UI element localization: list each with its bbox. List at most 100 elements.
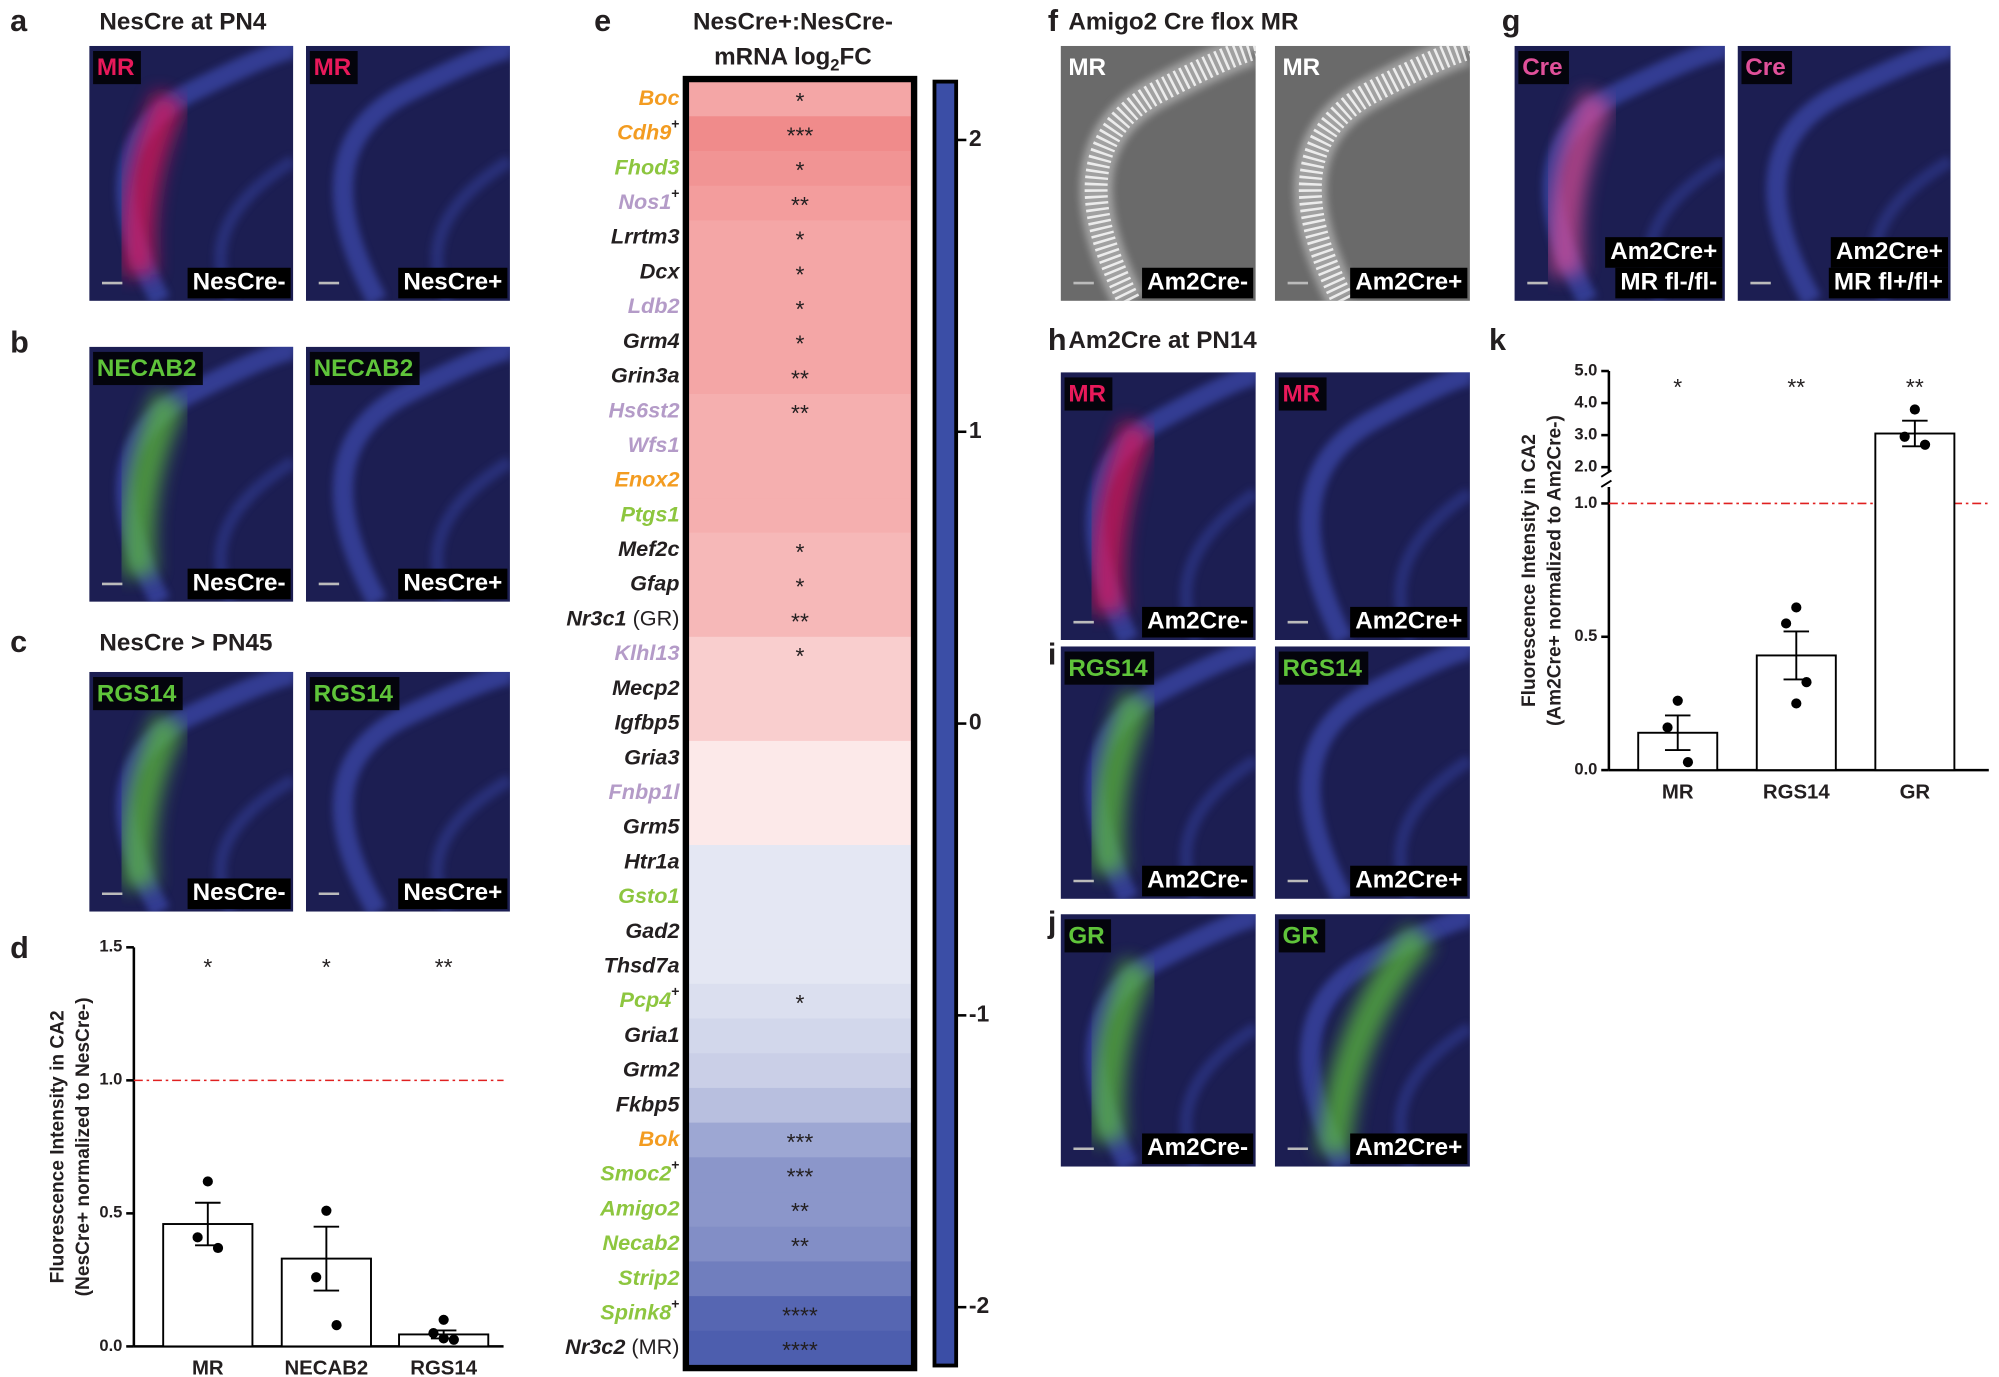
heatmap-cell	[688, 1018, 912, 1054]
gene-marker: +	[671, 115, 679, 131]
heatmap-cell	[688, 567, 912, 603]
micrograph-content	[1060, 914, 1256, 1167]
x-tick-label: RGS14	[1763, 781, 1830, 803]
gene-label: Bok	[639, 1126, 681, 1151]
gene-label: Grm2	[623, 1056, 680, 1081]
title-part: FC	[840, 44, 872, 71]
gene-marker: +	[671, 185, 679, 201]
genotype-label: NesCre+	[403, 268, 502, 295]
heatmap-cell	[688, 1226, 912, 1263]
genotype-label-bg	[1142, 1133, 1254, 1165]
stain-signal	[1090, 690, 1154, 876]
gene-name: Ptgs1	[621, 501, 680, 526]
panel-letter: g	[1502, 4, 1521, 38]
stain-signal	[121, 712, 186, 890]
gene-label: Pcp4+	[620, 983, 680, 1012]
axis-break	[1600, 469, 1612, 488]
panel-letter: h	[1048, 323, 1067, 357]
gene-name: Ldb2	[628, 293, 680, 318]
panel-letter: c	[10, 625, 27, 659]
stain-label: GR	[1283, 923, 1319, 950]
genotype-label-bg	[1350, 606, 1468, 638]
stain-label: RGS14	[1068, 655, 1148, 682]
gene-name: Nos1	[618, 189, 671, 214]
heatmap-cell	[688, 845, 912, 881]
gene-name: Bok	[639, 1126, 681, 1151]
gene-label: Grm5	[623, 813, 681, 838]
dapi-layer	[1300, 646, 1470, 899]
stain-label-bg	[1064, 919, 1112, 953]
micrograph: MR Am2Cre-	[1060, 45, 1256, 301]
gene-name: Nr3c1	[566, 605, 626, 630]
bar	[1874, 432, 1956, 772]
gene-name: Gria3	[624, 744, 679, 769]
heatmap-cell	[688, 671, 912, 707]
title-part: mRNA log	[714, 44, 830, 71]
data-point	[212, 1242, 224, 1254]
micrograph-content	[89, 671, 294, 912]
gene-label: Ldb2	[628, 293, 680, 318]
y-tick-label: 4.0	[1574, 392, 1597, 411]
gene-name: Spink8	[600, 1299, 672, 1324]
chart-title: mRNA log2FC	[714, 44, 872, 75]
stain-label: MR	[1283, 54, 1321, 81]
gene-label: Necab2	[602, 1230, 679, 1255]
data-point	[1682, 757, 1694, 768]
genotype-label-bg	[1350, 1133, 1468, 1165]
gene-name: Thsd7a	[604, 952, 680, 977]
micrograph-content	[1274, 45, 1470, 301]
stain-label-bg	[1064, 377, 1113, 411]
micrograph-content	[89, 346, 294, 602]
genotype-label-bg	[398, 267, 508, 299]
x-tick-label: RGS14	[410, 1358, 477, 1377]
micrograph: RGS14 Am2Cre+	[1274, 646, 1470, 899]
gene-suffix: (MR)	[625, 1334, 679, 1359]
panel-letter: a	[10, 4, 28, 38]
gene-name: Amigo2	[599, 1195, 679, 1220]
heatmap-cell	[688, 255, 912, 291]
genotype-label-bg	[1605, 237, 1723, 268]
stain-label-bg	[1064, 651, 1155, 685]
gene-label: Fnbp1l	[609, 779, 681, 804]
heatmap-cell	[688, 706, 912, 742]
panel-letter: k	[1489, 323, 1507, 357]
x-tick-label: NECAB2	[284, 1358, 368, 1377]
gene-name: Grm2	[623, 1056, 680, 1081]
stain-label: RGS14	[1283, 655, 1363, 682]
genotype-label-bg	[187, 878, 291, 910]
heatmap-cell	[688, 602, 912, 638]
gene-label: Gfap	[630, 570, 679, 595]
micrograph: MR Am2Cre+	[1274, 372, 1470, 641]
y-axis-label: Fluorescence Intensity in CA2	[48, 1010, 69, 1283]
gene-name: Necab2	[602, 1230, 679, 1255]
genotype-label: Am2Cre-	[1147, 1134, 1248, 1161]
y-tick-label: 0.0	[1574, 759, 1597, 778]
stain-signal	[1090, 419, 1155, 615]
gene-label: Nr3c1 (GR)	[566, 605, 679, 630]
stain-label: Cre	[1522, 54, 1562, 81]
micrograph: RGS14 NesCre-	[89, 671, 294, 912]
gene-name: Grm4	[623, 328, 680, 353]
stain-signal	[121, 390, 186, 579]
stain-label-bg	[309, 51, 358, 85]
micrograph-content	[1274, 646, 1470, 899]
heatmap-cell	[688, 220, 912, 256]
gene-label: Boc	[639, 85, 680, 110]
y-tick-label: 1.0	[1574, 493, 1597, 512]
micrograph: Cre Am2Cre+ MR fl-/fl-	[1514, 45, 1725, 301]
genotype-label: Am2Cre+	[1355, 1134, 1462, 1161]
stain-label-bg	[1518, 51, 1569, 85]
micrograph-content	[89, 45, 294, 301]
gene-name: Strip2	[618, 1264, 679, 1289]
gene-name: Hs6st2	[608, 397, 679, 422]
significance: **	[791, 608, 809, 634]
significance: *	[203, 954, 212, 980]
micrograph: GR Am2Cre+	[1274, 914, 1470, 1167]
stain-label: RGS14	[97, 680, 177, 707]
heatmap-cell	[688, 532, 912, 569]
data-point	[1919, 439, 1931, 450]
significance: ****	[782, 1302, 818, 1328]
data-point	[438, 1333, 449, 1344]
gene-label: Thsd7a	[604, 952, 680, 977]
gene-label: Enox2	[615, 466, 680, 491]
